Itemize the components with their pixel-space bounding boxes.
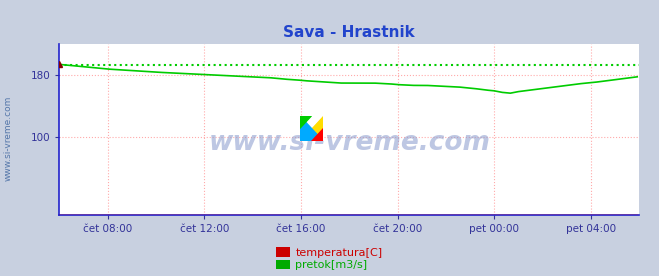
Title: Sava - Hrastnik: Sava - Hrastnik — [283, 25, 415, 40]
Text: www.si-vreme.com: www.si-vreme.com — [3, 95, 13, 181]
Text: www.si-vreme.com: www.si-vreme.com — [208, 130, 490, 156]
Legend: temperatura[C], pretok[m3/s]: temperatura[C], pretok[m3/s] — [277, 247, 382, 270]
Polygon shape — [300, 116, 323, 141]
Polygon shape — [312, 128, 323, 141]
Polygon shape — [300, 116, 323, 141]
Polygon shape — [300, 116, 312, 128]
